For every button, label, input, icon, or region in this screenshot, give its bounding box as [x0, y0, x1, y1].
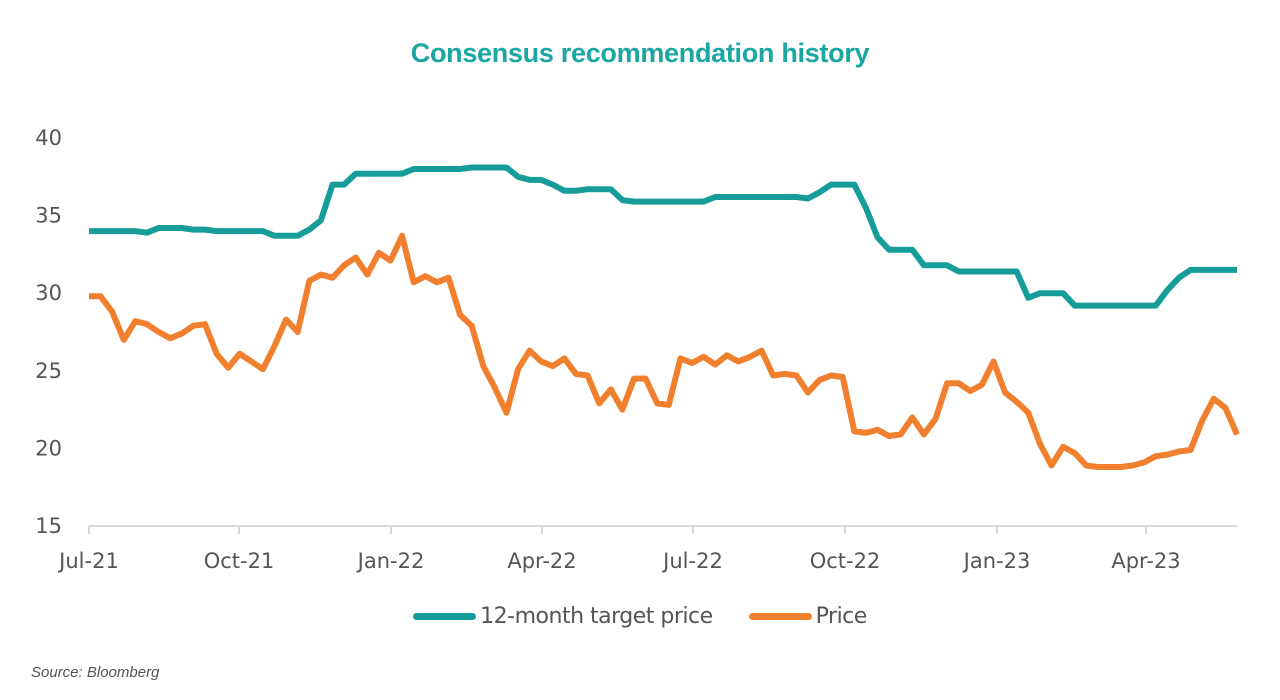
x-tick-label: Apr-23 — [1111, 549, 1180, 573]
legend-swatch-target-price — [413, 613, 477, 620]
y-tick-label: 35 — [35, 204, 62, 228]
y-tick-label: 25 — [35, 359, 62, 383]
series-lines — [89, 164, 1240, 470]
y-tick-label: 30 — [35, 281, 62, 305]
y-tick-label: 20 — [35, 436, 62, 460]
y-axis-labels: 15 20 25 30 35 40 — [35, 126, 62, 538]
legend-swatch-price — [748, 613, 812, 620]
chart-title: Consensus recommendation history — [410, 38, 870, 68]
legend-item-price: Price — [748, 604, 868, 629]
series-line-target-price — [89, 164, 1237, 309]
x-tick-label: Oct-21 — [204, 549, 275, 573]
legend: 12-month target price Price — [0, 604, 1280, 629]
y-tick-label: 15 — [35, 514, 62, 538]
x-tick-label: Jul-21 — [57, 549, 119, 573]
x-tick-label: Jan-23 — [962, 549, 1031, 573]
x-axis — [88, 525, 1237, 534]
source-note: Source: Bloomberg — [31, 664, 160, 681]
series-line-price — [89, 232, 1240, 470]
x-tick-label: Apr-22 — [507, 549, 576, 573]
x-tick-label: Oct-22 — [810, 549, 881, 573]
legend-item-target-price: 12-month target price — [413, 604, 713, 629]
x-axis-labels: Jul-21 Oct-21 Jan-22 Apr-22 Jul-22 Oct-22 Jan-… — [57, 549, 1180, 573]
y-tick-label: 40 — [35, 126, 62, 150]
legend-label-target-price: 12-month target price — [480, 604, 713, 629]
legend-label-price: Price — [815, 604, 868, 629]
x-tick-label: Jul-22 — [661, 549, 723, 573]
x-tick-label: Jan-22 — [356, 549, 425, 573]
